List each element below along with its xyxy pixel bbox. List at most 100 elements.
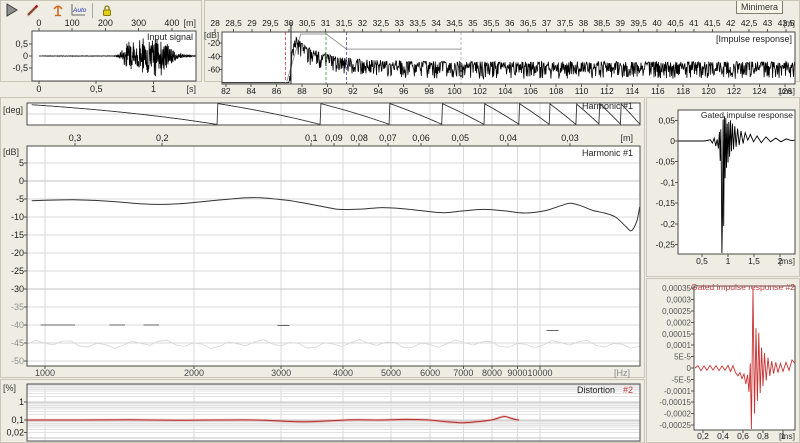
phase-panel[interactable]: [deg] Harmonic #1 [0, 96, 645, 129]
tick-label: -0,00025 [659, 421, 691, 430]
tick-label: 100 [447, 86, 461, 96]
plot-area[interactable] [678, 110, 795, 254]
tick-label: -45 [11, 338, 24, 348]
tick-label: 37 [542, 18, 552, 28]
tick-label: 33 [395, 18, 405, 28]
tick-label: -20 [11, 248, 24, 258]
axis-unit-label: [%] [3, 383, 16, 393]
tick-label: 6000 [420, 368, 440, 378]
tick-label: 0,2 [697, 431, 709, 441]
mic-icon-glyph [53, 5, 63, 17]
tick-label: -30 [11, 284, 24, 294]
tick-label: -10 [11, 212, 24, 222]
toolbar-separator [92, 2, 93, 18]
tick-label: 0,03 [561, 133, 579, 143]
minimize-tooltip-text: Minimera [741, 2, 779, 12]
tick-label: 34 [431, 18, 441, 28]
tick-label: 1 [19, 397, 24, 407]
tick-label: 120 [702, 86, 716, 96]
tick-label: 88 [297, 86, 307, 96]
tick-label: 28,5 [225, 18, 242, 28]
gated-impulse-panel[interactable]: 0,05 0 -0,05 -0,1 -0,15 -0,2 -0,25 0,5 1 1,5 2[ms]… [645, 96, 800, 278]
axis-unit-label: [Hz] [614, 368, 630, 378]
gated-impulse2-panel[interactable]: 0,00035 0,0003 0,00025 0,0002 0,00015 0,0001 5… [645, 278, 800, 443]
plot-area[interactable] [694, 286, 795, 430]
tick-label: 122 [727, 86, 741, 96]
tick-label: 1000 [35, 368, 55, 378]
tick-label: 0,09 [325, 133, 343, 143]
tick-label: -0,1 [660, 177, 675, 187]
tick-label: -40 [208, 51, 221, 61]
tick-label: 28 [210, 18, 220, 28]
tick-label: 29,5 [262, 18, 279, 28]
tick-label: 0 [36, 18, 41, 28]
noise-floor-trace [26, 339, 640, 349]
pencil-icon[interactable] [22, 1, 42, 19]
panel-title: Harmonic #1 [582, 148, 633, 158]
phase-trace [31, 102, 641, 126]
plot-frame [26, 383, 641, 442]
play-icon[interactable] [2, 1, 22, 19]
toolbar: Auto [0, 0, 800, 20]
tick-label: 0,4 [717, 431, 729, 441]
magnitude-panel[interactable]: 0,3 0,2 0,1 0,09 0,08 0,07 0,06 0,05 0,04 0,03 [m]… [0, 129, 645, 379]
tick-label: 9000 [507, 368, 527, 378]
lock-icon[interactable] [97, 1, 117, 19]
tick-label: -0,15 [656, 198, 676, 208]
tick-label: -50 [11, 356, 24, 366]
tick-label: 0,8 [757, 431, 769, 441]
input-signal-panel[interactable]: 0 100 200 300 400 [m] 0 0,5 1 [s] 0,5 0 -0,5 Input si… [0, 14, 202, 96]
tick-label: 0 [36, 84, 41, 94]
tick-label: 0,2 [156, 133, 169, 143]
plot-frame [26, 145, 641, 367]
tick-label: 0,04 [499, 133, 517, 143]
tick-label: 0,00025 [662, 307, 691, 316]
tick-label: 94 [374, 86, 384, 96]
plot-frame [26, 102, 641, 126]
tick-label: 4000 [333, 368, 353, 378]
tick-label: 0,00035 [662, 284, 691, 293]
tick-label: 116 [651, 86, 665, 96]
plot-area[interactable] [27, 146, 640, 366]
axis-unit-label: [dB] [204, 30, 219, 40]
tick-label: 1,5 [748, 256, 760, 266]
auto-scale-icon[interactable]: Auto [68, 1, 88, 19]
impulse-response-panel[interactable]: 28 28,5 29 29,5 30 30,5 31 31,5 32 32,5 33 33,5 34 34… [204, 14, 800, 96]
tick-label: -35 [11, 302, 24, 312]
panel-title: [Impulse response] [716, 34, 792, 44]
plot-frame [31, 30, 197, 82]
axis-unit-label: [m] [783, 18, 795, 28]
tick-label: 3000 [271, 368, 291, 378]
tick-label: 114 [626, 86, 640, 96]
auto-label: Auto [72, 7, 87, 14]
tick-label: 106 [524, 86, 538, 96]
pencil-icon-glyph [27, 4, 39, 17]
tick-label: 0 [670, 136, 675, 146]
auto-scale-icon-glyph: Auto [71, 4, 87, 16]
distortion-panel[interactable]: [%]1 0,1 0,02 Distortion #2 [0, 379, 645, 443]
axis-unit-label: [deg] [3, 105, 23, 115]
tick-label: 0,07 [379, 133, 397, 143]
gated-impulse2-trace [694, 288, 796, 430]
tick-label: 1 [151, 84, 156, 94]
tick-label: -0,00015 [659, 398, 691, 407]
tick-label: 32,5 [373, 18, 390, 28]
tick-label: 33,5 [409, 18, 426, 28]
tick-label: 0,02 [6, 428, 24, 438]
tick-label: 0,1 [305, 133, 318, 143]
tick-label: 35 [468, 18, 478, 28]
tick-label: 42,5 [741, 18, 758, 28]
panel-title: Harmonic #1 [582, 101, 633, 111]
tick-label: 126 [778, 86, 792, 96]
tick-label: -20 [208, 38, 221, 48]
mic-icon[interactable] [48, 1, 68, 19]
axis-unit-label: [ms] [779, 86, 795, 96]
tick-label: 0,05 [658, 115, 675, 125]
tick-label: -0,05 [656, 157, 676, 167]
tick-label: 43 [763, 18, 773, 28]
tick-label: 40,5 [667, 18, 684, 28]
tick-label: 0,05 [451, 133, 469, 143]
tick-label: 1 [781, 431, 786, 441]
tick-label: 0,06 [412, 133, 430, 143]
